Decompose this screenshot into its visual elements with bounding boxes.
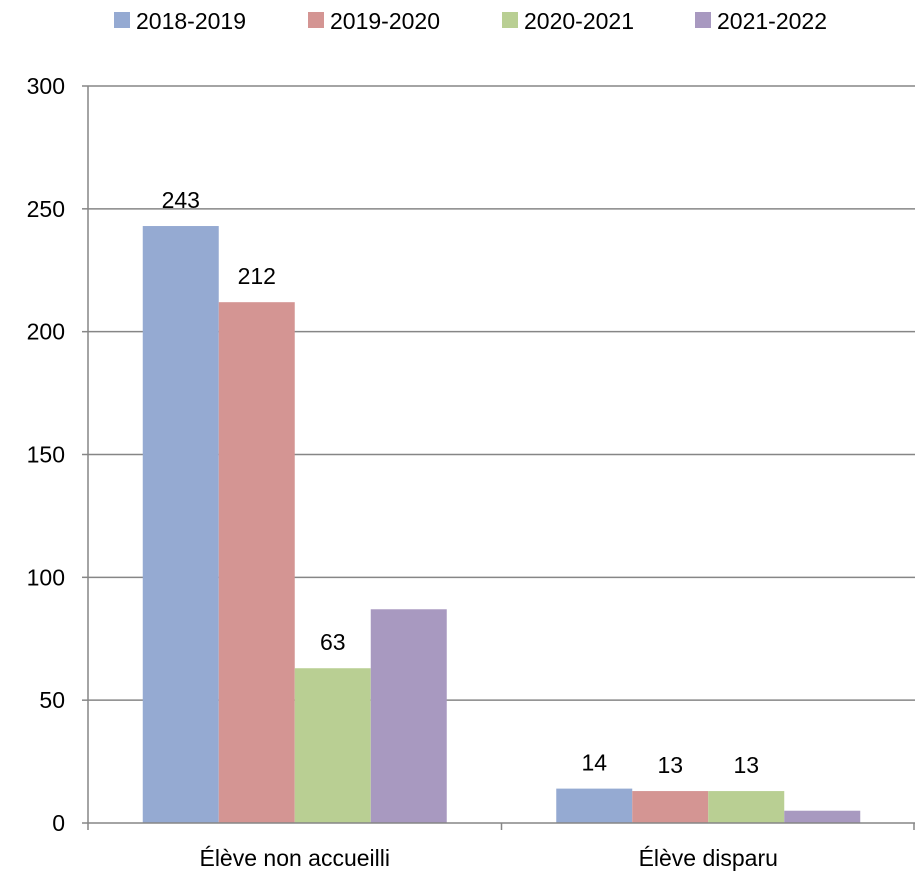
bar bbox=[370, 609, 447, 823]
legend-swatch bbox=[695, 12, 711, 28]
legend-swatch bbox=[308, 12, 324, 28]
x-tick-label: Élève non accueilli bbox=[199, 845, 390, 871]
data-label: 212 bbox=[238, 263, 276, 289]
legend-label: 2020-2021 bbox=[524, 8, 634, 34]
bar bbox=[294, 668, 371, 823]
y-tick-label: 100 bbox=[27, 564, 65, 590]
data-labels: 243 14 212 13 63 13 bbox=[162, 187, 759, 778]
axes: 0 50 100 150 200 250 300 Élève non accueilli Élè… bbox=[27, 73, 915, 871]
legend-label: 2021-2022 bbox=[717, 8, 827, 34]
legend-label: 2019-2020 bbox=[330, 8, 440, 34]
data-label: 63 bbox=[320, 629, 346, 655]
y-tick-label: 0 bbox=[52, 810, 65, 836]
legend-label: 2018-2019 bbox=[136, 8, 246, 34]
y-tick-label: 200 bbox=[27, 319, 65, 345]
bar bbox=[142, 226, 219, 823]
data-label: 13 bbox=[657, 752, 683, 778]
bar bbox=[708, 791, 785, 823]
legend: 2018-2019 2019-2020 2020-2021 2021-2022 bbox=[114, 8, 827, 34]
bar bbox=[218, 302, 295, 824]
y-tick-label: 250 bbox=[27, 196, 65, 222]
bar bbox=[632, 791, 709, 823]
bar bbox=[784, 810, 861, 823]
x-tick-label: Élève disparu bbox=[639, 845, 778, 871]
y-tick-label: 50 bbox=[39, 687, 65, 713]
y-tick-label: 150 bbox=[27, 442, 65, 468]
legend-swatch bbox=[114, 12, 130, 28]
data-label: 13 bbox=[733, 752, 759, 778]
bars bbox=[142, 226, 861, 824]
data-label: 14 bbox=[581, 750, 607, 776]
legend-swatch bbox=[502, 12, 518, 28]
bar bbox=[556, 788, 633, 823]
y-tick-label: 300 bbox=[27, 73, 65, 99]
data-label: 243 bbox=[162, 187, 200, 213]
